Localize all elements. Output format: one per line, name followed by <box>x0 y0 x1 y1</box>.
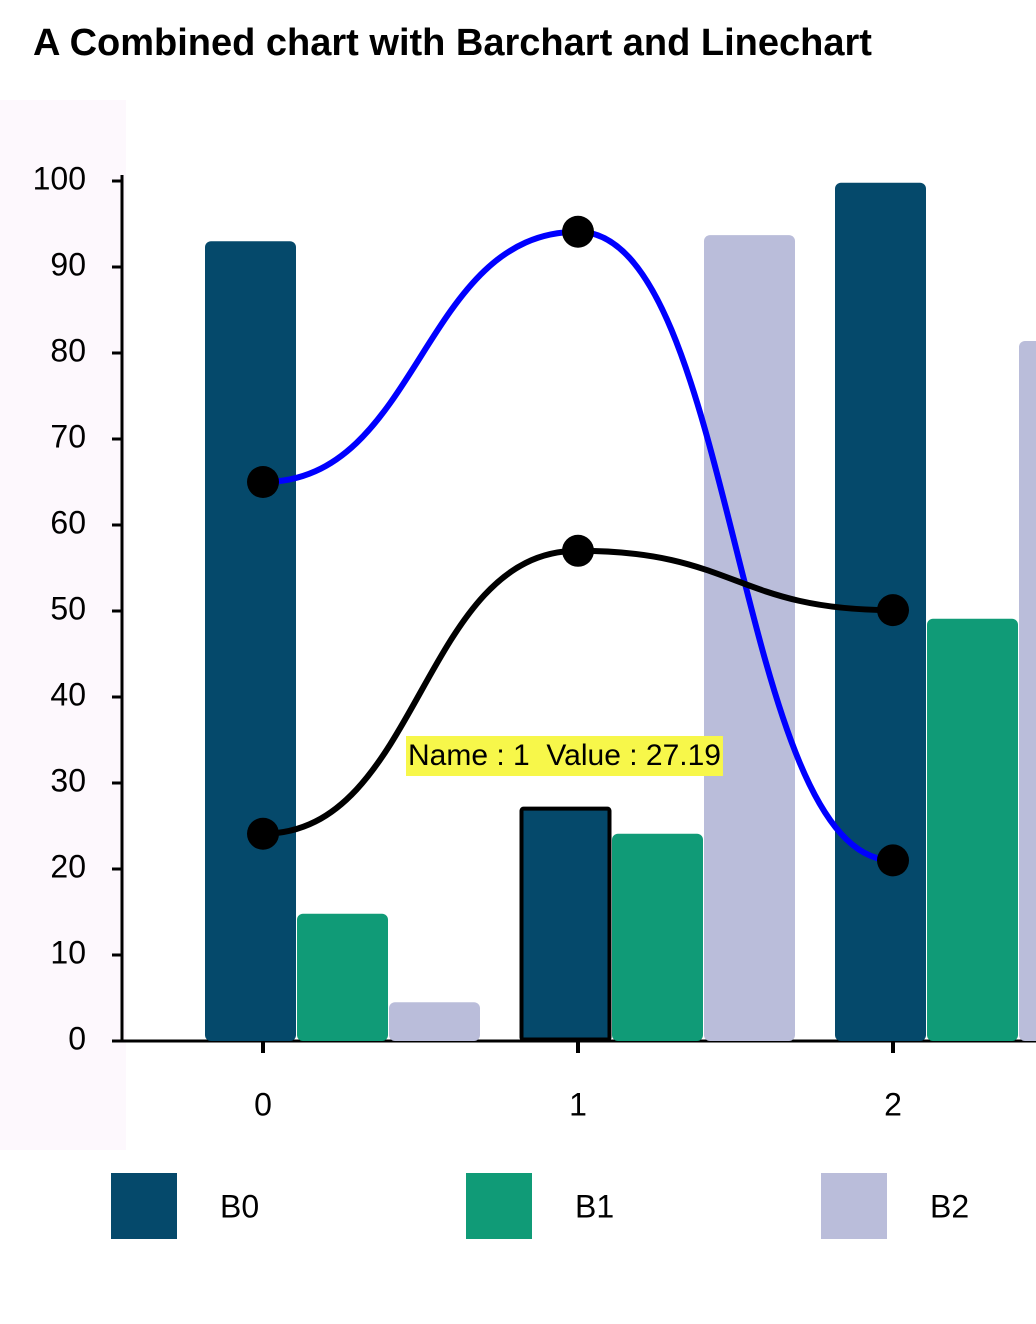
bar <box>389 1002 480 1041</box>
point <box>562 215 594 248</box>
y-tick-label: 60 <box>50 504 86 540</box>
legend-swatch <box>466 1173 532 1239</box>
y-tick-label: 10 <box>50 934 86 970</box>
x-tick-label: 1 <box>569 1086 587 1122</box>
legend-swatch <box>821 1173 887 1239</box>
y-tick-label: 90 <box>50 246 86 282</box>
bar <box>704 235 795 1041</box>
bar <box>297 913 388 1041</box>
tooltip-text: Name : 1 Value : 27.19 <box>408 739 721 772</box>
bar <box>519 806 612 1042</box>
point <box>247 817 279 850</box>
legend-label: B0 <box>220 1188 259 1224</box>
point <box>247 466 279 498</box>
line <box>262 547 894 837</box>
x-tick-label: 2 <box>884 1086 902 1122</box>
line <box>262 228 894 864</box>
bar <box>205 241 296 1041</box>
y-tick-label: 0 <box>68 1020 86 1056</box>
x-tick-label: 0 <box>254 1086 272 1122</box>
point <box>562 534 594 567</box>
y-tick-label: 70 <box>50 418 86 454</box>
point <box>877 594 909 627</box>
legend-label: B1 <box>575 1188 614 1224</box>
y-tick-label: 80 <box>50 332 86 368</box>
y-tick-label: 50 <box>50 590 86 626</box>
bar <box>927 618 1018 1041</box>
y-tick-label: 100 <box>33 160 86 196</box>
axis-panel <box>0 100 126 1150</box>
tooltip-box <box>406 736 723 776</box>
legend-swatch <box>111 1173 177 1239</box>
y-tick-label: 40 <box>50 676 86 712</box>
bar <box>1019 340 1036 1041</box>
y-tick-label: 20 <box>50 848 86 884</box>
legend-label: B2 <box>930 1188 969 1224</box>
point <box>877 844 909 877</box>
tooltip: Name : 1 Value : 27.19 <box>406 736 723 776</box>
chart-title: A Combined chart with Barchart and Linec… <box>33 22 872 64</box>
bar <box>612 833 703 1041</box>
y-tick-label: 30 <box>50 762 86 798</box>
